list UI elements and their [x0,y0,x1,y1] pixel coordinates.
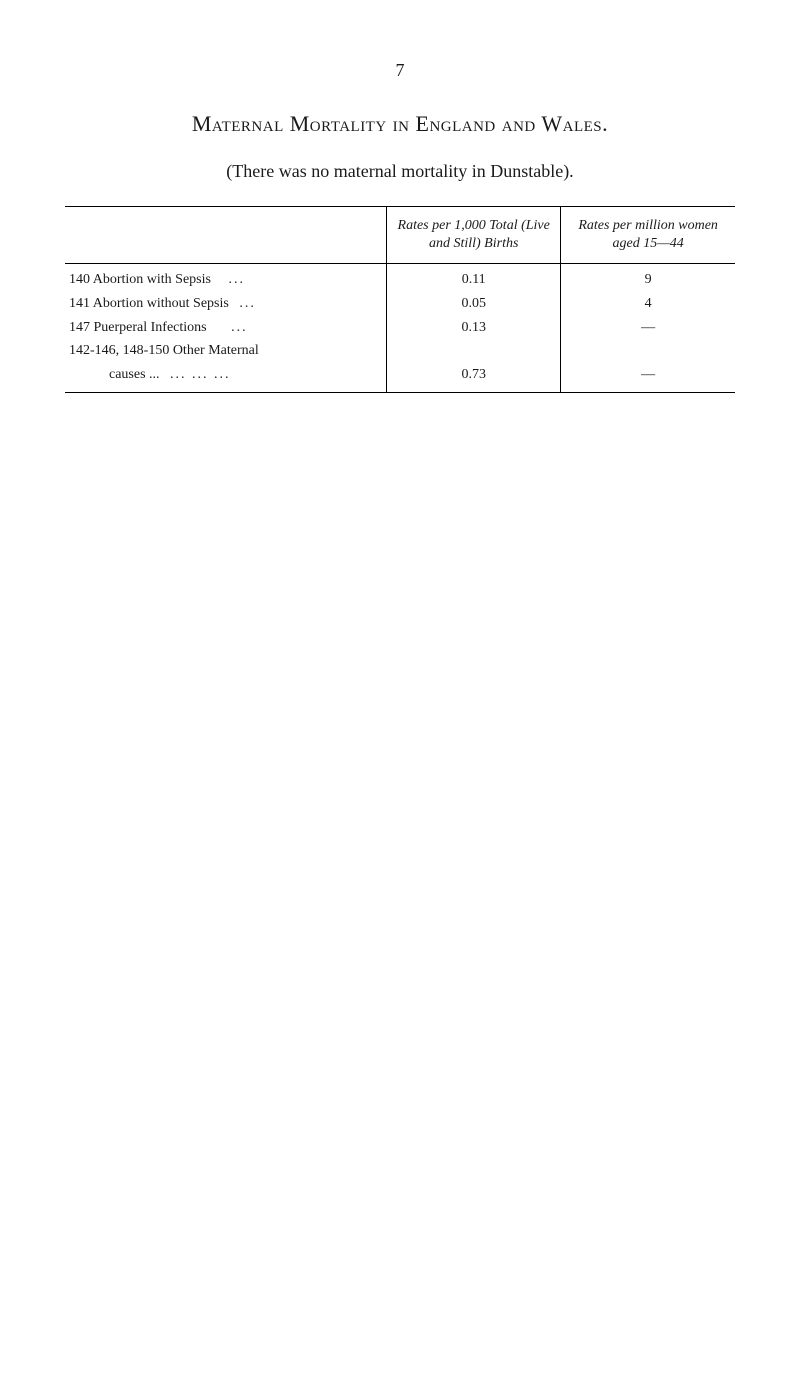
rate-per-million: 9 [561,264,735,292]
mortality-table-container: Rates per 1,000 Total (Live and Still) B… [65,206,735,393]
table-row: causes ... ... ... ... 0.73 — [65,363,735,393]
document-subtitle: (There was no maternal mortality in Duns… [65,161,735,182]
rate-per-1000: 0.73 [387,363,561,393]
row-label: 142-146, 148-150 Other Maternal [65,339,387,363]
table-row: 147 Puerperal Infections ... 0.13 — [65,316,735,340]
column-header-empty [65,207,387,264]
row-label: causes ... ... ... ... [65,363,387,393]
rate-per-million: — [561,316,735,340]
row-label: 147 Puerperal Infections ... [65,316,387,340]
column-header-rates-1000: Rates per 1,000 Total (Live and Still) B… [387,207,561,264]
document-title: Maternal Mortality in England and Wales. [65,111,735,137]
table-row: 140 Abortion with Sepsis ... 0.11 9 [65,264,735,292]
table-header-row: Rates per 1,000 Total (Live and Still) B… [65,207,735,264]
rate-per-1000: 0.11 [387,264,561,292]
rate-per-1000 [387,339,561,363]
page-number: 7 [65,60,735,81]
table-row: 141 Abortion without Sepsis ... 0.05 4 [65,292,735,316]
row-label: 141 Abortion without Sepsis ... [65,292,387,316]
table-body: 140 Abortion with Sepsis ... 0.11 9 141 … [65,264,735,393]
table-row: 142-146, 148-150 Other Maternal [65,339,735,363]
rate-per-1000: 0.05 [387,292,561,316]
mortality-table: Rates per 1,000 Total (Live and Still) B… [65,207,735,393]
rate-per-million [561,339,735,363]
rate-per-million: — [561,363,735,393]
row-label: 140 Abortion with Sepsis ... [65,264,387,292]
rate-per-million: 4 [561,292,735,316]
column-header-rates-million: Rates per million women aged 15—44 [561,207,735,264]
rate-per-1000: 0.13 [387,316,561,340]
